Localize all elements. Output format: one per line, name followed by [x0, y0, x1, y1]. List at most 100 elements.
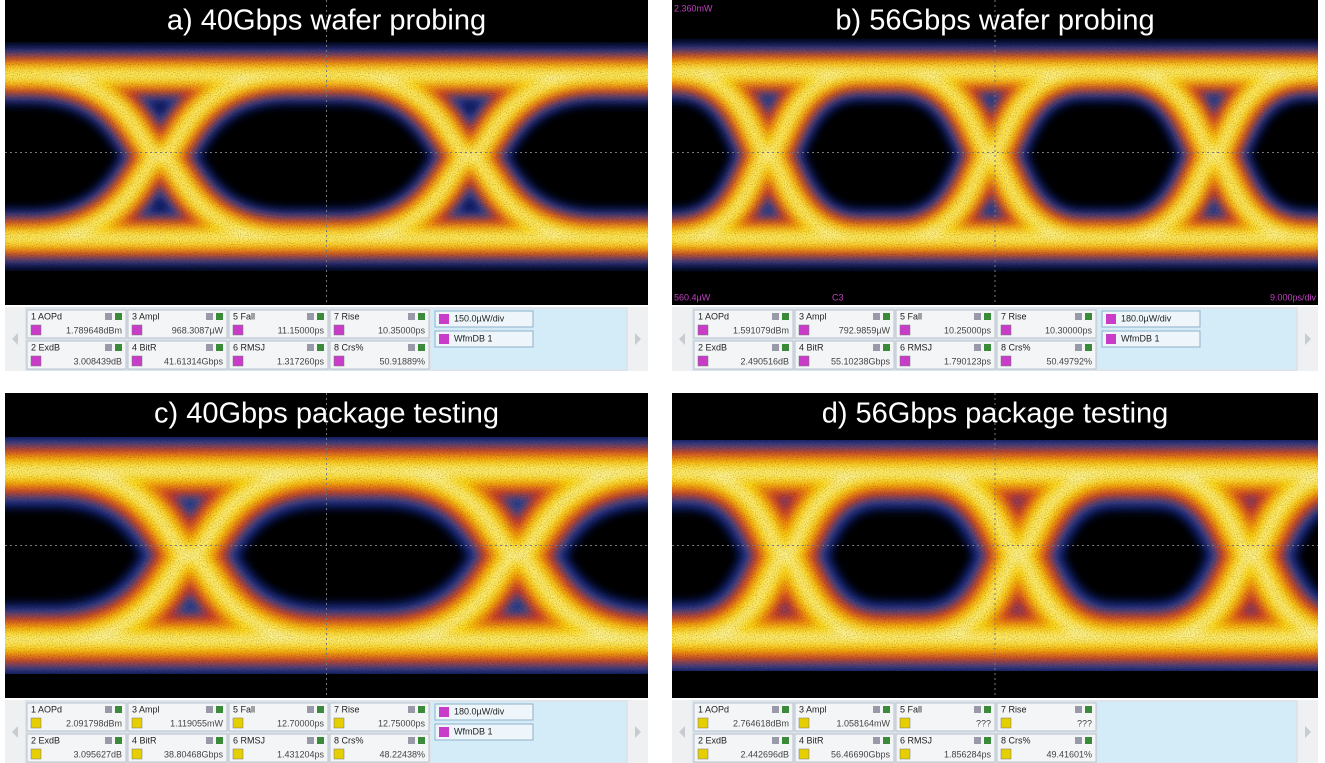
measurement-value: 2.091798dBm	[66, 718, 122, 728]
cell-icon	[883, 706, 890, 713]
measurement-label: 4 BitR	[132, 735, 157, 745]
source-icon	[31, 749, 41, 759]
measurement-value: 1.789648dBm	[66, 325, 122, 335]
cell-icon	[873, 313, 880, 320]
measurement-value: 12.70000ps	[277, 718, 325, 728]
cell-icon	[216, 313, 223, 320]
source-icon	[799, 718, 809, 728]
measurement-label: 4 BitR	[799, 735, 824, 745]
cell-icon	[1085, 344, 1092, 351]
source-icon	[1001, 325, 1011, 335]
cell-icon	[984, 737, 991, 744]
source-icon	[31, 325, 41, 335]
source-icon	[799, 325, 809, 335]
source-icon	[799, 356, 809, 366]
measurement-value: 3.095627dB	[73, 749, 122, 759]
measurement-label: 2 ExdB	[698, 735, 727, 745]
source-icon	[698, 356, 708, 366]
source-icon	[900, 749, 910, 759]
cell-icon	[772, 313, 779, 320]
measurement-value: 1.058164mW	[836, 718, 890, 728]
cell-icon	[974, 344, 981, 351]
measurement-label: 5 Fall	[233, 311, 255, 321]
measurement-label: 7 Rise	[1001, 311, 1027, 321]
measurement-label: 1 AOPd	[698, 704, 729, 714]
source-icon	[1106, 314, 1116, 324]
source-icon	[334, 749, 344, 759]
measurement-value: 10.25000ps	[944, 325, 992, 335]
measurement-label: 8 Crs%	[1001, 735, 1031, 745]
cell-icon	[408, 706, 415, 713]
measurement-value: 49.41601%	[1046, 749, 1092, 759]
cell-icon	[206, 706, 213, 713]
cell-icon	[1075, 737, 1082, 744]
measurement-label: 3 Ampl	[799, 311, 827, 321]
source-icon	[233, 356, 243, 366]
cell-icon	[772, 706, 779, 713]
cell-icon	[1085, 313, 1092, 320]
cell-icon	[1075, 706, 1082, 713]
axis-label: C3	[832, 292, 844, 302]
measurement-value: 1.591079dBm	[733, 325, 789, 335]
measurement-value: 56.46690Gbps	[831, 749, 891, 759]
cell-icon	[206, 313, 213, 320]
cell-icon	[772, 737, 779, 744]
scale-text: 180.0µW/div	[454, 706, 505, 716]
measurement-value: 41.61314Gbps	[164, 356, 224, 366]
measurement-value: 38.80468Gbps	[164, 749, 224, 759]
measurement-value: 55.10238Gbps	[831, 356, 891, 366]
scale-text: 180.0µW/div	[1121, 313, 1172, 323]
source-icon	[334, 718, 344, 728]
cell-icon	[782, 737, 789, 744]
source-icon	[698, 749, 708, 759]
measurement-value: 792.9859µW	[839, 325, 891, 335]
source-icon	[439, 314, 449, 324]
cell-icon	[782, 313, 789, 320]
cell-icon	[782, 706, 789, 713]
cell-icon	[307, 737, 314, 744]
cell-icon	[873, 737, 880, 744]
source-icon	[31, 356, 41, 366]
cell-icon	[984, 344, 991, 351]
measurement-label: 6 RMSJ	[233, 342, 265, 352]
cell-icon	[883, 344, 890, 351]
cell-icon	[408, 344, 415, 351]
source-icon	[900, 718, 910, 728]
measurement-value: 2.490516dB	[740, 356, 789, 366]
measurement-value: 48.22438%	[379, 749, 425, 759]
measurement-label: 8 Crs%	[334, 342, 364, 352]
measurement-value: 2.764618dBm	[733, 718, 789, 728]
cell-icon	[974, 313, 981, 320]
cell-icon	[772, 344, 779, 351]
measurement-label: 6 RMSJ	[233, 735, 265, 745]
measurement-value: ???	[976, 718, 991, 728]
source-icon	[334, 356, 344, 366]
cell-icon	[216, 344, 223, 351]
source-icon	[334, 325, 344, 335]
measurement-value: 1.856284ps	[944, 749, 992, 759]
measurement-label: 7 Rise	[334, 311, 360, 321]
cell-icon	[105, 344, 112, 351]
cell-icon	[317, 706, 324, 713]
cell-icon	[206, 344, 213, 351]
source-icon	[799, 749, 809, 759]
measurement-label: 6 RMSJ	[900, 735, 932, 745]
cell-icon	[216, 706, 223, 713]
measurement-value: 12.75000ps	[378, 718, 426, 728]
panel-title: b) 56Gbps wafer probing	[835, 5, 1154, 37]
measurement-label: 2 ExdB	[31, 735, 60, 745]
source-icon	[132, 718, 142, 728]
cell-icon	[206, 737, 213, 744]
cell-icon	[984, 313, 991, 320]
source-icon	[1106, 334, 1116, 344]
cell-icon	[307, 313, 314, 320]
cell-icon	[1075, 313, 1082, 320]
cell-icon	[974, 737, 981, 744]
cell-icon	[984, 706, 991, 713]
source-icon	[233, 325, 243, 335]
source-icon	[439, 707, 449, 717]
measurement-label: 5 Fall	[900, 311, 922, 321]
scale-text: WfmDB 1	[454, 726, 493, 736]
measurement-label: 8 Crs%	[1001, 342, 1031, 352]
measurement-label: 2 ExdB	[698, 342, 727, 352]
